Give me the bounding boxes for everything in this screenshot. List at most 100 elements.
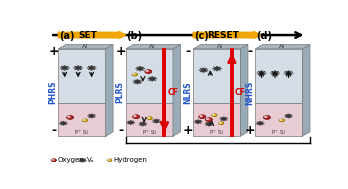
Circle shape <box>153 122 155 123</box>
Circle shape <box>211 122 212 123</box>
Circle shape <box>262 121 264 122</box>
Circle shape <box>270 72 272 74</box>
Polygon shape <box>58 45 113 49</box>
Circle shape <box>66 123 68 124</box>
Circle shape <box>140 122 141 123</box>
Circle shape <box>201 69 206 72</box>
Circle shape <box>79 161 81 162</box>
Circle shape <box>194 121 196 122</box>
Circle shape <box>261 75 263 76</box>
Text: P⁺ Si: P⁺ Si <box>272 130 285 136</box>
Circle shape <box>94 115 96 116</box>
Circle shape <box>60 124 62 125</box>
Circle shape <box>200 68 202 69</box>
Circle shape <box>226 117 227 118</box>
Circle shape <box>206 125 207 126</box>
Circle shape <box>159 121 161 122</box>
Circle shape <box>285 114 287 115</box>
Circle shape <box>91 114 93 115</box>
Circle shape <box>277 74 279 75</box>
Text: -: - <box>118 124 124 137</box>
Circle shape <box>200 71 202 72</box>
Circle shape <box>291 72 293 74</box>
Text: CF: CF <box>168 88 179 97</box>
Polygon shape <box>255 49 302 103</box>
Circle shape <box>258 74 260 75</box>
Circle shape <box>219 118 221 119</box>
Circle shape <box>79 158 81 159</box>
Circle shape <box>272 72 278 74</box>
Circle shape <box>208 122 210 123</box>
Text: Vₒ: Vₒ <box>87 157 94 163</box>
Circle shape <box>199 70 201 71</box>
Circle shape <box>136 83 139 84</box>
Circle shape <box>144 122 146 123</box>
Circle shape <box>290 114 292 115</box>
Text: (a): (a) <box>59 31 74 41</box>
Circle shape <box>219 122 221 123</box>
Circle shape <box>208 125 210 126</box>
Circle shape <box>223 120 225 121</box>
Circle shape <box>203 72 205 73</box>
Circle shape <box>156 119 157 120</box>
Text: SET: SET <box>79 31 97 40</box>
Circle shape <box>214 67 220 70</box>
Polygon shape <box>255 103 302 136</box>
Circle shape <box>146 70 148 71</box>
Text: -: - <box>186 45 191 58</box>
Circle shape <box>127 121 129 122</box>
FancyArrow shape <box>193 31 261 39</box>
Circle shape <box>141 123 145 125</box>
Text: +: + <box>48 45 59 58</box>
Circle shape <box>74 66 77 67</box>
Circle shape <box>142 125 144 126</box>
Circle shape <box>145 70 152 74</box>
Circle shape <box>145 123 147 125</box>
Circle shape <box>271 71 273 72</box>
Circle shape <box>212 114 217 117</box>
Circle shape <box>84 158 86 159</box>
Circle shape <box>155 78 157 79</box>
Circle shape <box>223 116 225 118</box>
Text: Al: Al <box>217 44 223 49</box>
Circle shape <box>220 117 222 118</box>
Circle shape <box>263 74 265 75</box>
Circle shape <box>262 124 264 125</box>
Circle shape <box>88 114 90 115</box>
Circle shape <box>200 123 201 124</box>
Circle shape <box>148 78 149 79</box>
Circle shape <box>154 120 159 122</box>
Circle shape <box>76 67 81 69</box>
Circle shape <box>149 77 151 78</box>
Circle shape <box>140 125 141 126</box>
Circle shape <box>107 159 112 162</box>
Circle shape <box>132 121 134 122</box>
Text: Oxygen: Oxygen <box>57 157 84 163</box>
Circle shape <box>82 158 84 159</box>
Circle shape <box>143 68 145 69</box>
Circle shape <box>140 81 142 82</box>
Circle shape <box>256 72 259 74</box>
Circle shape <box>52 159 54 160</box>
Circle shape <box>290 117 292 118</box>
Circle shape <box>80 69 82 70</box>
Circle shape <box>135 68 137 69</box>
Circle shape <box>207 118 209 119</box>
Circle shape <box>263 71 265 72</box>
Circle shape <box>274 75 276 76</box>
Polygon shape <box>126 49 173 103</box>
Circle shape <box>152 121 154 122</box>
Circle shape <box>219 122 224 125</box>
Circle shape <box>73 67 75 68</box>
Polygon shape <box>193 103 240 136</box>
Circle shape <box>287 117 290 118</box>
Circle shape <box>197 123 199 124</box>
Circle shape <box>205 118 213 122</box>
Circle shape <box>206 70 208 71</box>
Circle shape <box>66 69 69 70</box>
Polygon shape <box>126 103 173 136</box>
Circle shape <box>158 122 160 123</box>
Circle shape <box>290 74 292 75</box>
Circle shape <box>211 125 212 126</box>
Circle shape <box>135 80 140 83</box>
